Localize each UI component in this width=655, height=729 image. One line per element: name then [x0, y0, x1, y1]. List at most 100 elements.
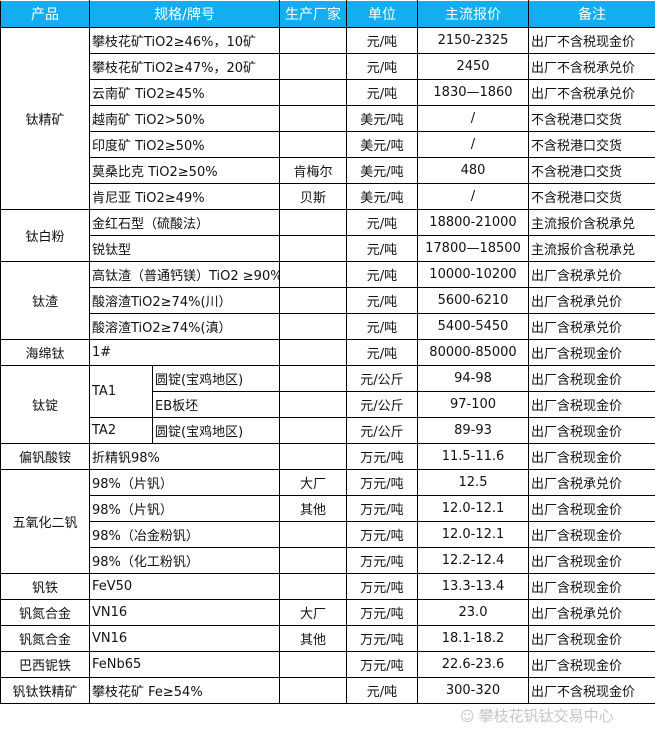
product-cell: 钛白粉 [0, 209, 90, 262]
table-row: 云南矿 TiO2≥45% 元/吨 1830—1860 出厂不含税承兑价 [1, 79, 655, 106]
table-row: 锐钛型 元/吨 17800—18500 主流报价含税承兑 [1, 235, 655, 262]
unit-cell: 元/吨 [346, 261, 418, 288]
price-cell: 18.1-18.2 [417, 625, 529, 652]
maker-cell [279, 79, 347, 106]
maker-cell: 其他 [279, 625, 347, 652]
table-row: 98%（冶金粉钒） 万元/吨 12.0-12.1 出厂含税现金价 [1, 521, 655, 548]
price-table: 产品 规格/牌号 生产厂家 单位 主流报价 备注 钛精矿 攀枝花矿TiO2≥46%… [0, 0, 655, 704]
spec-cell: 98%（片钒） [89, 495, 280, 522]
table-row: 肯尼亚 TiO2≥49% 贝斯 美元/吨 / 不含税港口交货 [1, 183, 655, 210]
note-cell: 主流报价含税承兑 [528, 235, 655, 262]
note-cell: 出厂含税现金价 [528, 573, 655, 600]
price-cell: / [417, 105, 529, 132]
table-row: 越南矿 TiO2>50% 美元/吨 / 不含税港口交货 [1, 105, 655, 132]
table-row: 偏钒酸铵 折精钒98% 万元/吨 11.5-11.6 出厂含税现金价 [0, 443, 655, 470]
watermark: ☺ 攀枝花钒钛交易中心 [460, 707, 614, 726]
price-cell: 2150-2325 [417, 27, 529, 54]
maker-cell [279, 313, 347, 340]
maker-cell: 贝斯 [279, 183, 347, 210]
unit-cell: 万元/吨 [346, 495, 418, 522]
maker-cell [279, 339, 347, 366]
note-cell: 出厂含税现金价 [528, 521, 655, 548]
table-row: 莫桑比克 TiO2≥50% 肯梅尔 美元/吨 480 不含税港口交货 [1, 157, 655, 184]
note-cell: 主流报价含税承兑 [528, 209, 655, 236]
spec-cell: 云南矿 TiO2≥45% [89, 79, 280, 106]
maker-cell [279, 365, 347, 392]
price-cell: 5400-5450 [417, 313, 529, 340]
price-cell: 10000-10200 [417, 261, 529, 288]
table-row: 钒钛铁精矿 攀枝花矿 Fe≥54% 元/吨 300-320 出厂不含税现金价 [0, 677, 655, 704]
note-cell: 出厂含税承兑价 [528, 469, 655, 496]
maker-cell [279, 209, 347, 236]
note-cell: 不含税港口交货 [528, 105, 655, 132]
maker-cell [279, 235, 347, 262]
unit-cell: 元/吨 [346, 677, 418, 704]
spec-cell: 攀枝花矿TiO2≥46%，10矿 [89, 27, 280, 54]
grade-cell: TA1 [89, 365, 153, 418]
note-cell: 出厂含税承兑价 [528, 599, 655, 626]
unit-cell: 元/吨 [346, 27, 418, 54]
spec-cell: FeV50 [89, 573, 280, 600]
price-cell: 5600-6210 [417, 287, 529, 314]
note-cell: 出厂含税现金价 [528, 547, 655, 574]
header-spec: 规格/牌号 [89, 0, 280, 28]
spec-cell: 1# [89, 339, 280, 366]
spec-cell: 圆锭(宝鸡地区) [152, 417, 280, 444]
product-cell: 钛锭 [0, 365, 90, 444]
spec-cell: 锐钛型 [89, 235, 280, 262]
unit-cell: 万元/吨 [346, 521, 418, 548]
price-cell: 11.5-11.6 [417, 443, 529, 470]
spec-cell: 印度矿 TiO2≥50% [89, 131, 280, 158]
note-cell: 出厂含税现金价 [528, 443, 655, 470]
product-cell: 钒氮合金 [0, 599, 90, 626]
product-cell: 钛精矿 [0, 27, 90, 210]
unit-cell: 元/公斤 [346, 365, 418, 392]
spec-cell: 折精钒98% [89, 443, 280, 470]
spec-cell: 酸溶渣TiO2≥74%(滇） [89, 313, 280, 340]
note-cell: 出厂不含税承兑价 [528, 53, 655, 80]
table-row: 钒氮合金 VN16 其他 万元/吨 18.1-18.2 出厂含税现金价 [0, 625, 655, 652]
grade-cell: TA2 [89, 417, 153, 444]
unit-cell: 元/吨 [346, 339, 418, 366]
maker-cell [279, 261, 347, 288]
maker-cell [279, 651, 347, 678]
maker-cell [279, 547, 347, 574]
spec-cell: EB板坯 [152, 391, 280, 418]
spec-cell: 莫桑比克 TiO2≥50% [89, 157, 280, 184]
note-cell: 不含税港口交货 [528, 157, 655, 184]
product-cell: 偏钒酸铵 [0, 443, 90, 470]
price-cell: 23.0 [417, 599, 529, 626]
table-row: TA2 圆锭(宝鸡地区) 元/公斤 89-93 出厂含税现金价 [1, 417, 655, 444]
note-cell: 出厂含税现金价 [528, 391, 655, 418]
unit-cell: 元/吨 [346, 287, 418, 314]
spec-cell: 金红石型（硫酸法） [89, 209, 280, 236]
price-cell: / [417, 131, 529, 158]
maker-cell [279, 417, 347, 444]
unit-cell: 元/吨 [346, 313, 418, 340]
product-cell: 钒氮合金 [0, 625, 90, 652]
table-row: 98%（片钒） 其他 万元/吨 12.0-12.1 出厂含税现金价 [1, 495, 655, 522]
spec-cell: VN16 [89, 625, 280, 652]
header-unit: 单位 [346, 0, 418, 28]
unit-cell: 万元/吨 [346, 573, 418, 600]
table-row: 酸溶渣TiO2≥74%(川） 元/吨 5600-6210 出厂含税承兑价 [1, 287, 655, 314]
unit-cell: 万元/吨 [346, 443, 418, 470]
spec-cell: 圆锭(宝鸡地区) [152, 365, 280, 392]
unit-cell: 美元/吨 [346, 157, 418, 184]
note-cell: 出厂含税现金价 [528, 495, 655, 522]
price-cell: 89-93 [417, 417, 529, 444]
table-row: 巴西铌铁 FeNb65 万元/吨 22.6-23.6 出厂含税现金价 [0, 651, 655, 678]
price-cell: 480 [417, 157, 529, 184]
note-cell: 出厂含税现金价 [528, 625, 655, 652]
unit-cell: 美元/吨 [346, 183, 418, 210]
note-cell: 出厂含税承兑价 [528, 313, 655, 340]
note-cell: 不含税港口交货 [528, 183, 655, 210]
maker-cell: 其他 [279, 495, 347, 522]
price-cell: 2450 [417, 53, 529, 80]
table-row: 钒铁 FeV50 万元/吨 13.3-13.4 出厂含税现金价 [0, 573, 655, 600]
note-cell: 出厂不含税现金价 [528, 677, 655, 704]
spec-cell: VN16 [89, 599, 280, 626]
spec-cell: 98%（冶金粉钒） [89, 521, 280, 548]
product-cell: 五氧化二钒 [0, 469, 90, 574]
spec-cell: 高钛渣（普通钙镁）TiO2 ≥90% [89, 261, 280, 288]
